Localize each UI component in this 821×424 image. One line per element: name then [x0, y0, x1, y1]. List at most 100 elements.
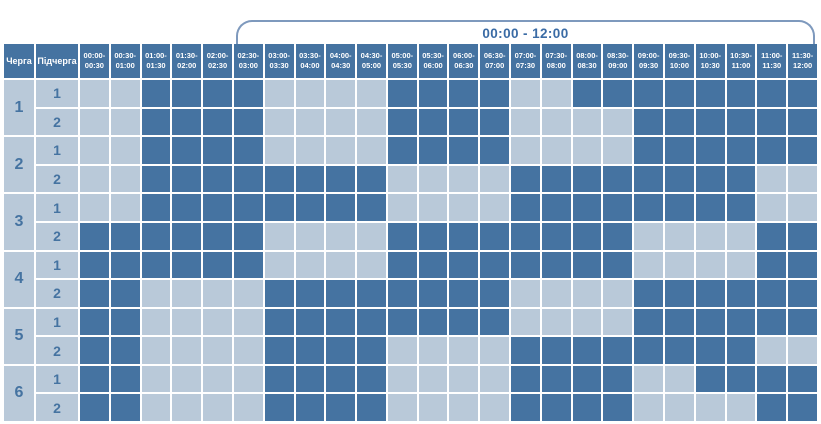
schedule-cell [80, 80, 109, 107]
schedule-cell [665, 165, 694, 193]
schedule-cell [387, 365, 417, 393]
schedule-cell [233, 222, 263, 250]
schedule-cell [695, 308, 725, 336]
schedule-cell [141, 165, 171, 193]
schedule-cell [233, 308, 263, 336]
time-column-header: 01:00- 01:30 [141, 44, 171, 78]
schedule-cell [326, 308, 356, 336]
schedule-cell [357, 337, 386, 364]
schedule-cell [572, 365, 602, 393]
schedule-cell [480, 165, 510, 193]
schedule-cell [172, 194, 202, 221]
schedule-cell [788, 337, 817, 364]
time-range-label: 00:00 - 12:00 [482, 26, 569, 41]
schedule-cell [326, 222, 356, 250]
time-column-header: 07:00- 07:30 [511, 44, 540, 78]
schedule-cell [141, 365, 171, 393]
schedule-cell [203, 394, 232, 421]
schedule-cell [480, 394, 510, 421]
schedule-cell [634, 337, 664, 364]
schedule-cell [295, 280, 325, 307]
schedule-cell [172, 165, 202, 193]
schedule-cell [326, 137, 356, 164]
schedule-cell [572, 280, 602, 307]
schedule-cell [387, 137, 417, 164]
schedule-cell [295, 365, 325, 393]
schedule-cell [788, 394, 817, 421]
schedule-cell [172, 137, 202, 164]
schedule-cell [572, 137, 602, 164]
schedule-cell [295, 80, 325, 107]
subqueue-label: 2 [36, 337, 78, 364]
schedule-cell [511, 251, 540, 279]
schedule-cell [233, 337, 263, 364]
schedule-cell [695, 251, 725, 279]
schedule-cell [172, 222, 202, 250]
queue-label: 6 [4, 365, 34, 421]
schedule-cell [326, 394, 356, 421]
schedule-cell [110, 194, 140, 221]
time-column-header: 06:00- 06:30 [449, 44, 479, 78]
time-column-header: 04:00- 04:30 [326, 44, 356, 78]
schedule-cell [757, 165, 787, 193]
schedule-cell [326, 194, 356, 221]
schedule-cell [449, 137, 479, 164]
schedule-cell [80, 337, 109, 364]
time-column-header: 08:00- 08:30 [572, 44, 602, 78]
schedule-cell [757, 308, 787, 336]
schedule-cell [511, 165, 540, 193]
schedule-cell [418, 108, 448, 136]
schedule-cell [480, 108, 510, 136]
schedule-cell [264, 137, 294, 164]
schedule-cell [387, 251, 417, 279]
schedule-cell [203, 165, 232, 193]
schedule-cell [634, 280, 664, 307]
schedule-cell [357, 280, 386, 307]
time-column-header: 04:30- 05:00 [357, 44, 386, 78]
schedule-cell [80, 108, 109, 136]
time-column-header: 00:30- 01:00 [110, 44, 140, 78]
schedule-cell [418, 80, 448, 107]
subqueue-label: 2 [36, 108, 78, 136]
schedule-cell [541, 165, 571, 193]
schedule-cell [387, 194, 417, 221]
schedule-cell [511, 194, 540, 221]
schedule-cell [511, 108, 540, 136]
schedule-cell [634, 108, 664, 136]
time-column-header: 10:00- 10:30 [695, 44, 725, 78]
schedule-cell [695, 137, 725, 164]
schedule-cell [172, 365, 202, 393]
schedule-cell [80, 280, 109, 307]
schedule-cell [418, 222, 448, 250]
queue-label: 4 [4, 251, 34, 307]
schedule-cell [418, 365, 448, 393]
schedule-cell [511, 80, 540, 107]
schedule-cell [387, 165, 417, 193]
schedule-cell [264, 165, 294, 193]
schedule-cell [541, 280, 571, 307]
schedule-cell [757, 365, 787, 393]
schedule-cell [572, 194, 602, 221]
schedule-cell [726, 337, 756, 364]
schedule-cell [603, 165, 633, 193]
schedule-cell [80, 251, 109, 279]
schedule-cell [295, 337, 325, 364]
schedule-cell [665, 308, 694, 336]
schedule-cell [634, 165, 664, 193]
schedule-cell [449, 337, 479, 364]
subqueue-label: 1 [36, 365, 78, 393]
schedule-cell [511, 394, 540, 421]
schedule-cell [80, 394, 109, 421]
schedule-cell [80, 308, 109, 336]
schedule-cell [449, 108, 479, 136]
time-column-header: 03:30- 04:00 [295, 44, 325, 78]
schedule-cell [203, 194, 232, 221]
schedule-cell [695, 365, 725, 393]
schedule-cell [387, 394, 417, 421]
schedule-cell [141, 394, 171, 421]
time-column-header: 09:30- 10:00 [665, 44, 694, 78]
subqueue-label: 1 [36, 80, 78, 107]
schedule-cell [203, 251, 232, 279]
schedule-cell [541, 337, 571, 364]
schedule-cell [726, 222, 756, 250]
